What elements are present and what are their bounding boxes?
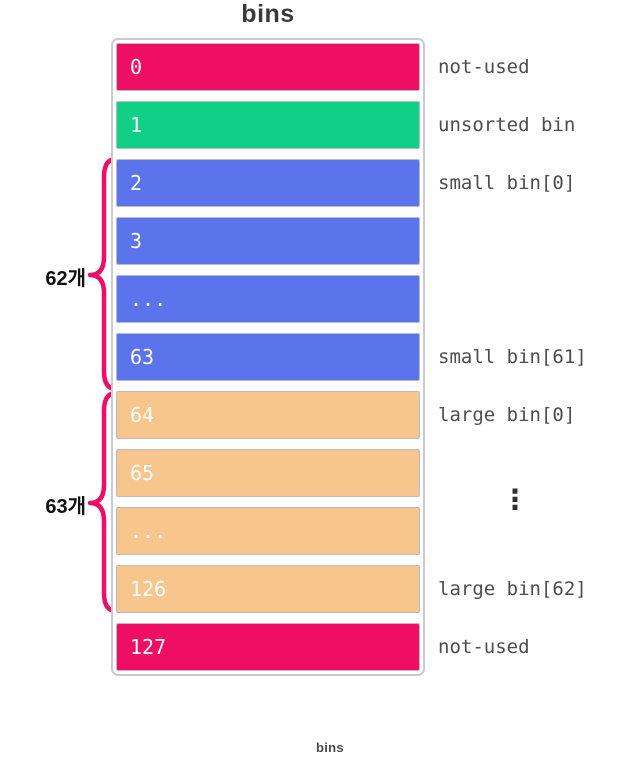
bin-label <box>438 217 623 265</box>
small-bins-count-label: 62개 <box>45 268 86 290</box>
bin-index: 2 <box>130 171 143 195</box>
bin-row: 2 <box>116 159 420 207</box>
bin-row: 1 <box>116 101 420 149</box>
bin-row: ... <box>116 507 420 555</box>
bin-label: large bin[62] <box>438 578 587 600</box>
bin-row: 0 <box>116 43 420 91</box>
bin-label: not-used <box>438 636 530 658</box>
brace-62-shape <box>88 156 118 392</box>
bin-row: 126 <box>116 565 420 613</box>
bin-index: ... <box>130 287 167 311</box>
bin-index: 65 <box>130 461 155 485</box>
bin-row: 127 <box>116 623 420 671</box>
bin-index: 1 <box>130 113 143 137</box>
bin-row: 3 <box>116 217 420 265</box>
bin-label <box>438 507 623 555</box>
vertical-ellipsis: ⋮ <box>501 483 529 516</box>
figure-caption: bins <box>316 740 344 755</box>
bin-row: ... <box>116 275 420 323</box>
bin-index: 63 <box>130 345 155 369</box>
bin-index: 126 <box>130 577 167 601</box>
bin-label: not-used <box>438 56 530 78</box>
bin-row: 65 <box>116 449 420 497</box>
labels-column: not-used unsorted bin small bin[0] small bi… <box>438 43 623 681</box>
bin-row: 63 <box>116 333 420 381</box>
bin-index: 64 <box>130 403 155 427</box>
large-bins-count-label: 63개 <box>45 496 86 518</box>
diagram-title: bins <box>241 0 295 28</box>
bin-label: small bin[0] <box>438 172 576 194</box>
bin-label: unsorted bin <box>438 114 576 136</box>
bins-table: 0 1 2 3... 63 64 65... 126 127 <box>111 38 425 676</box>
bin-index: 0 <box>130 55 143 79</box>
bin-row: 64 <box>116 391 420 439</box>
bin-label: small bin[61] <box>438 346 587 368</box>
bin-index: 3 <box>130 229 143 253</box>
bin-label: large bin[0] <box>438 404 576 426</box>
count-braces <box>88 156 118 614</box>
bin-index: 127 <box>130 635 167 659</box>
brace-63-shape <box>88 390 118 614</box>
bin-index: ... <box>130 519 167 543</box>
bin-label <box>438 275 623 323</box>
